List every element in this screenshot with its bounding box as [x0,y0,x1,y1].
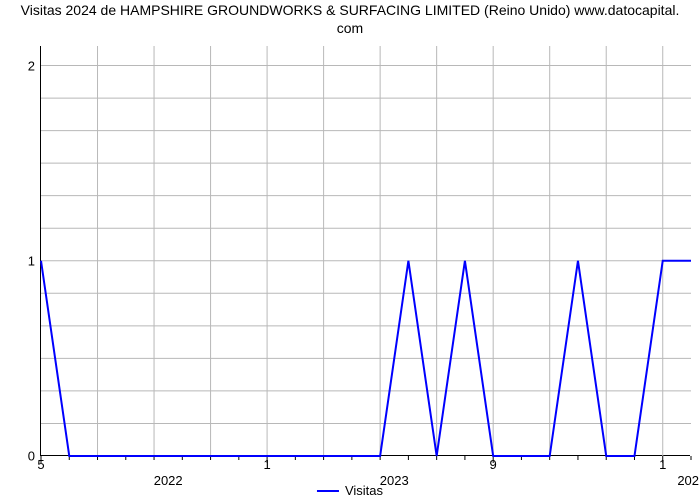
xtick-label-year: 202 [677,473,699,488]
chart-title: Visitas 2024 de HAMPSHIRE GROUNDWORKS & … [0,2,700,37]
ytick-label: 0 [28,449,35,464]
legend: Visitas [317,483,383,498]
plot-svg [41,46,691,468]
ytick-label: 2 [28,58,35,73]
legend-label: Visitas [345,483,383,498]
xtick-label-month: 5 [37,457,44,472]
xtick-label-month: 1 [659,457,666,472]
xtick-label-month: 9 [490,457,497,472]
plot-area: 012519120222023202 [40,46,690,456]
chart-frame: Visitas 2024 de HAMPSHIRE GROUNDWORKS & … [0,0,700,500]
xtick-label-year: 2023 [380,473,409,488]
xtick-label-year: 2022 [154,473,183,488]
chart-title-line1: Visitas 2024 de HAMPSHIRE GROUNDWORKS & … [21,2,680,18]
legend-swatch [317,490,339,492]
xtick-label-month: 1 [263,457,270,472]
chart-title-line2: com [337,20,363,36]
ytick-label: 1 [28,253,35,268]
